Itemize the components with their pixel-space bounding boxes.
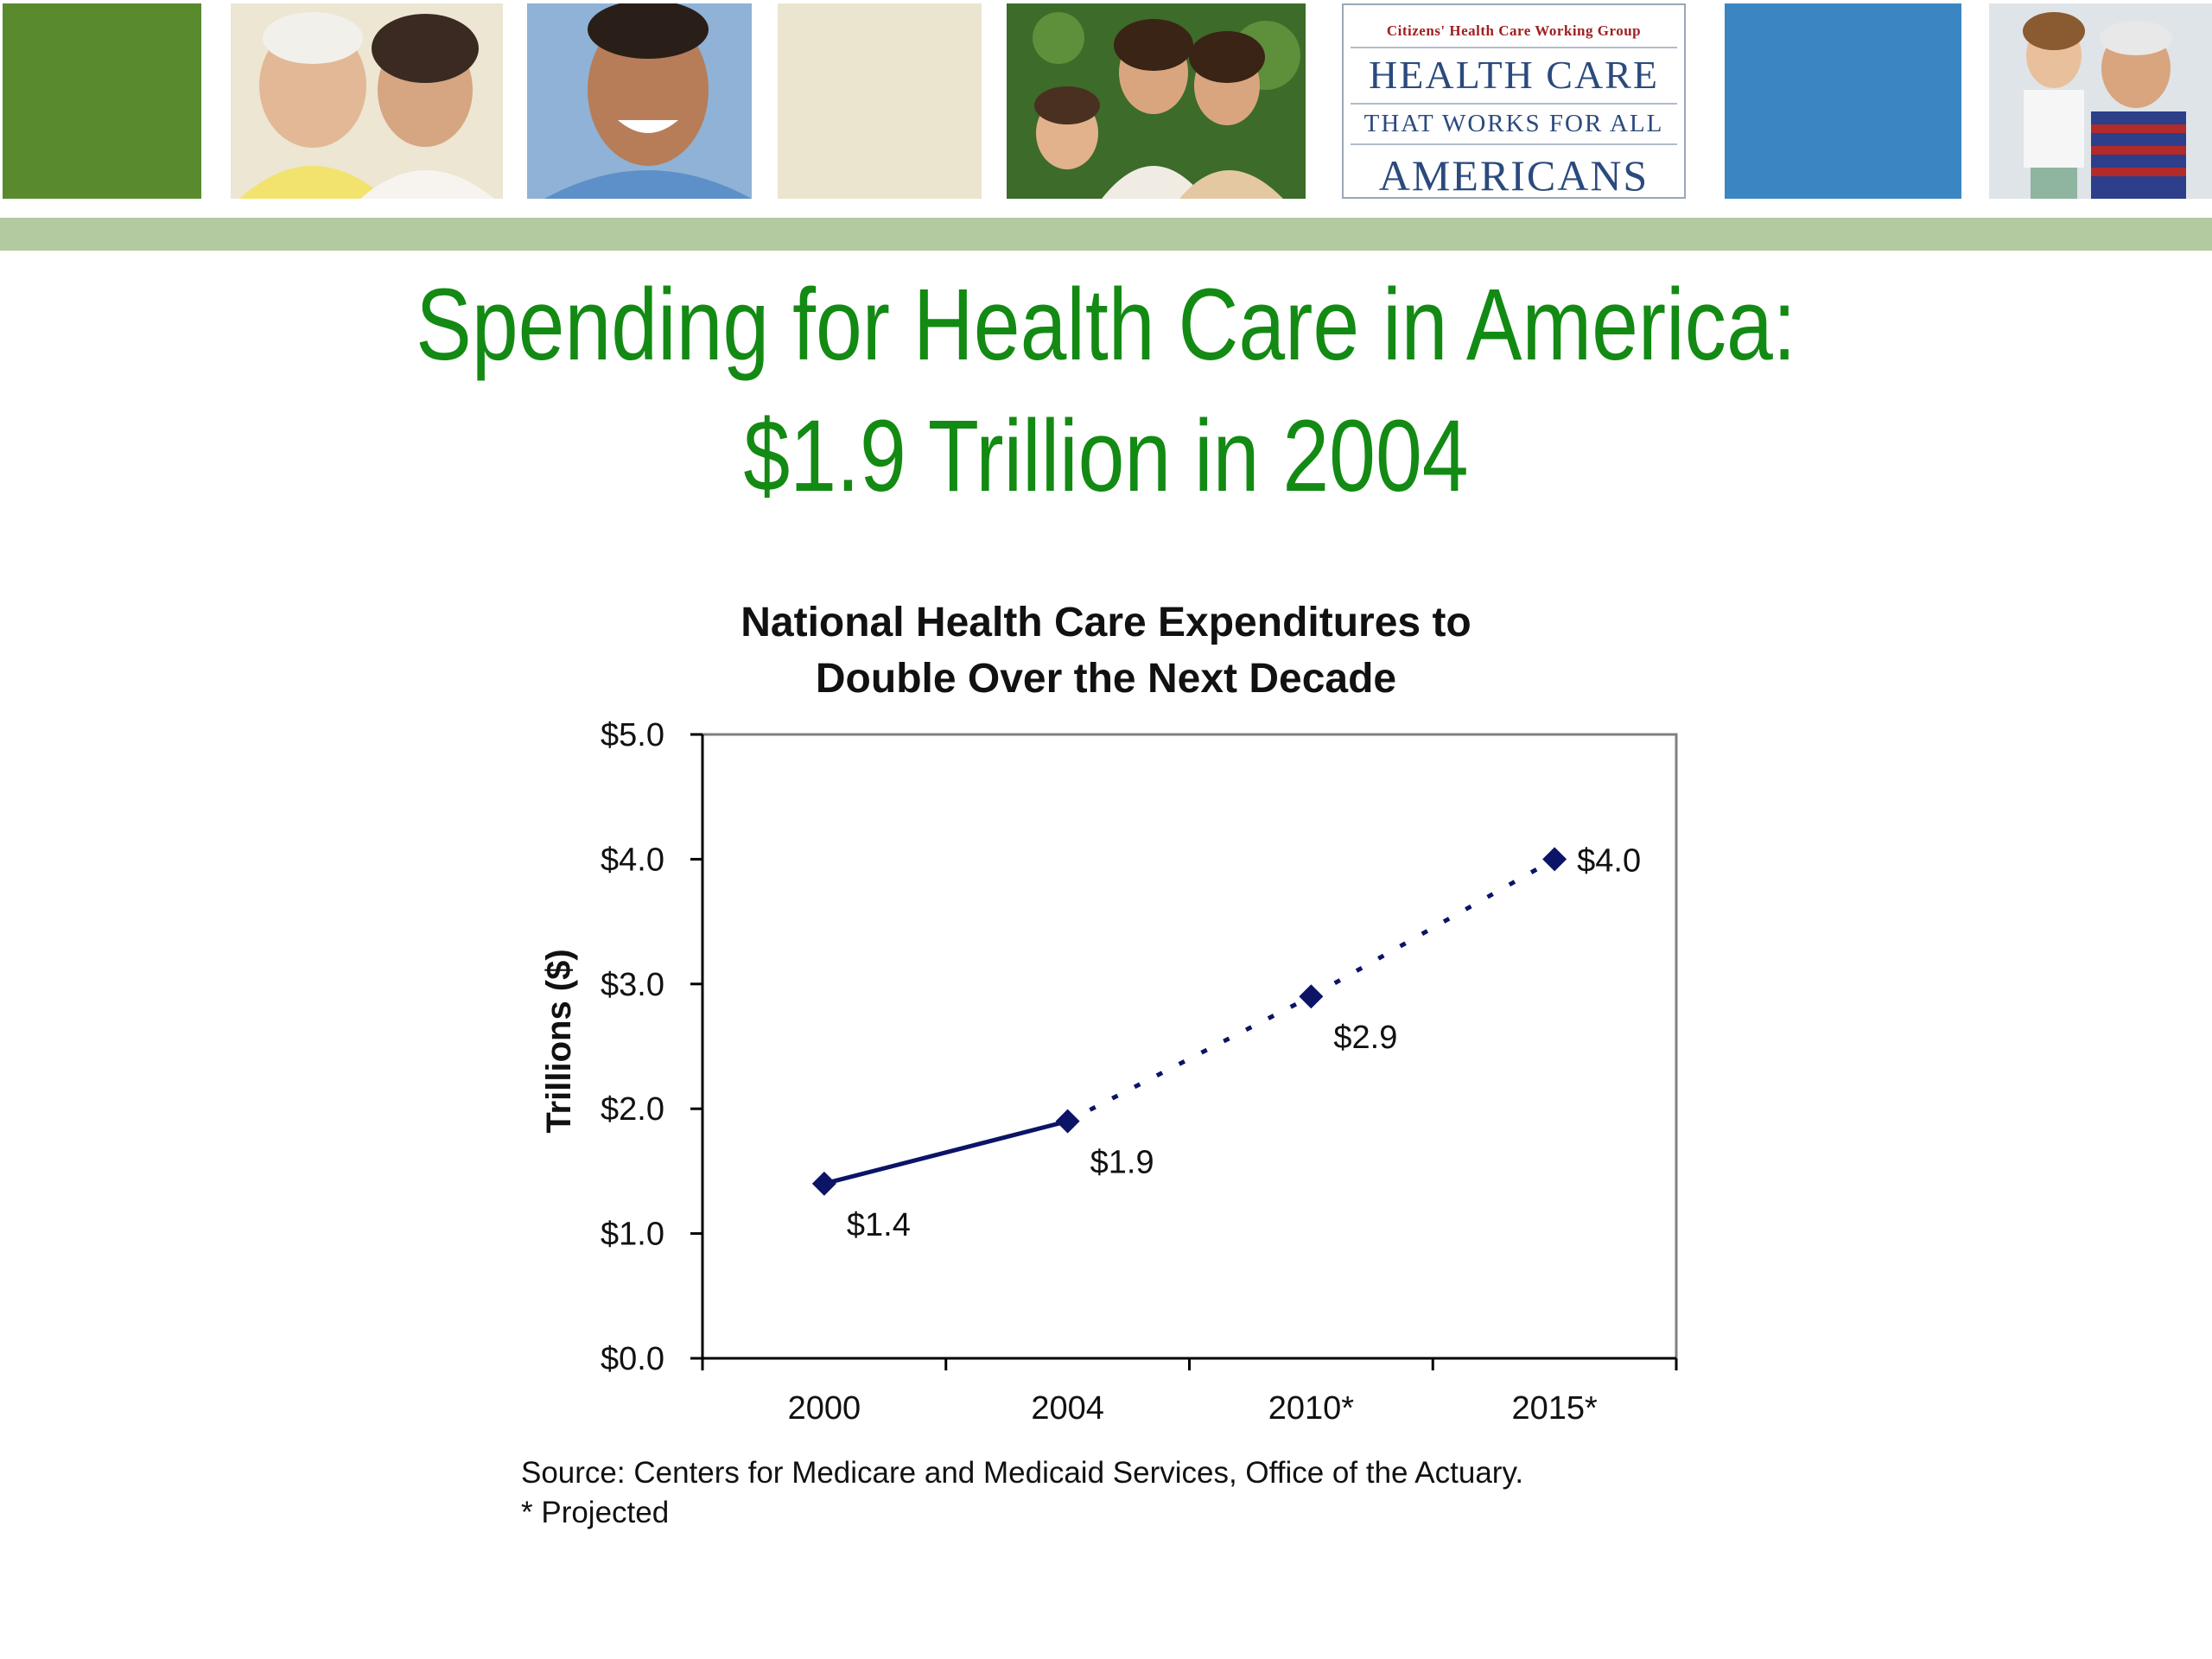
y-tick-label: $1.0 (601, 1217, 664, 1253)
x-tick-label: 2004 (1031, 1390, 1104, 1427)
cream-color-block (778, 3, 982, 199)
data-point-marker (1055, 1109, 1080, 1134)
y-tick-label: $3.0 (601, 967, 664, 1003)
actual-line (823, 1119, 1069, 1186)
x-tick-label: 2010* (1268, 1390, 1355, 1427)
green-color-block (3, 3, 201, 199)
data-label: $1.9 (1090, 1145, 1154, 1181)
chart-title-line-2: Double Over the Next Decade (815, 656, 1397, 702)
series: $1.4 $1.9 $2.9 $4.0 (811, 842, 1641, 1243)
logo-line-health-care: HEALTH CARE (1351, 47, 1677, 98)
header-banner: Citizens' Health Care Working Group HEAL… (0, 0, 2212, 207)
chart-title-line-1: National Health Care Expenditures to (741, 600, 1471, 645)
y-axis: $0.0 $1.0 $2.0 $3.0 $4.0 $5.0 (601, 717, 704, 1377)
chart-title: National Health Care Expenditures to Dou… (553, 594, 1659, 707)
photo-children (1007, 3, 1306, 199)
data-label: $4.0 (1577, 842, 1641, 879)
slide-title-line-2: $1.9 Trillion in 2004 (743, 399, 1469, 513)
slide-title: Spending for Health Care in America: $1.… (199, 259, 2012, 522)
health-care-logo: Citizens' Health Care Working Group HEAL… (1342, 3, 1686, 199)
y-tick-label: $2.0 (601, 1091, 664, 1128)
slide-title-line-1: Spending for Health Care in America: (416, 268, 1796, 382)
x-tick-label: 2015* (1511, 1390, 1598, 1427)
y-axis-label: Trillions ($) (540, 949, 578, 1133)
y-tick-label: $0.0 (601, 1341, 664, 1377)
banner-divider-stripe (0, 218, 2212, 251)
photo-senior-couple (231, 3, 503, 199)
data-point-marker (811, 1171, 836, 1196)
blue-color-block (1725, 3, 1961, 199)
photo-grandfather-child (1989, 3, 2212, 199)
plot-area (701, 733, 1678, 1360)
x-tick-label: 2000 (788, 1390, 861, 1427)
y-tick-label: $4.0 (601, 842, 664, 878)
data-label: $1.4 (847, 1207, 911, 1243)
projected-note: * Projected (521, 1496, 670, 1529)
x-axis: 2000 2004 2010* 2015* (701, 1357, 1678, 1427)
data-point-marker (1542, 847, 1567, 872)
logo-org-name: Citizens' Health Care Working Group (1386, 22, 1642, 39)
y-tick-label: $5.0 (601, 717, 664, 753)
photo-smiling-man (527, 3, 752, 199)
data-point-marker (1299, 984, 1324, 1009)
logo-line-americans: AMERICANS (1378, 151, 1649, 199)
source-note: Source: Centers for Medicare and Medicai… (521, 1456, 1524, 1490)
data-label: $2.9 (1333, 1020, 1397, 1056)
logo-line-works-for-all: THAT WORKS FOR ALL (1351, 103, 1677, 145)
